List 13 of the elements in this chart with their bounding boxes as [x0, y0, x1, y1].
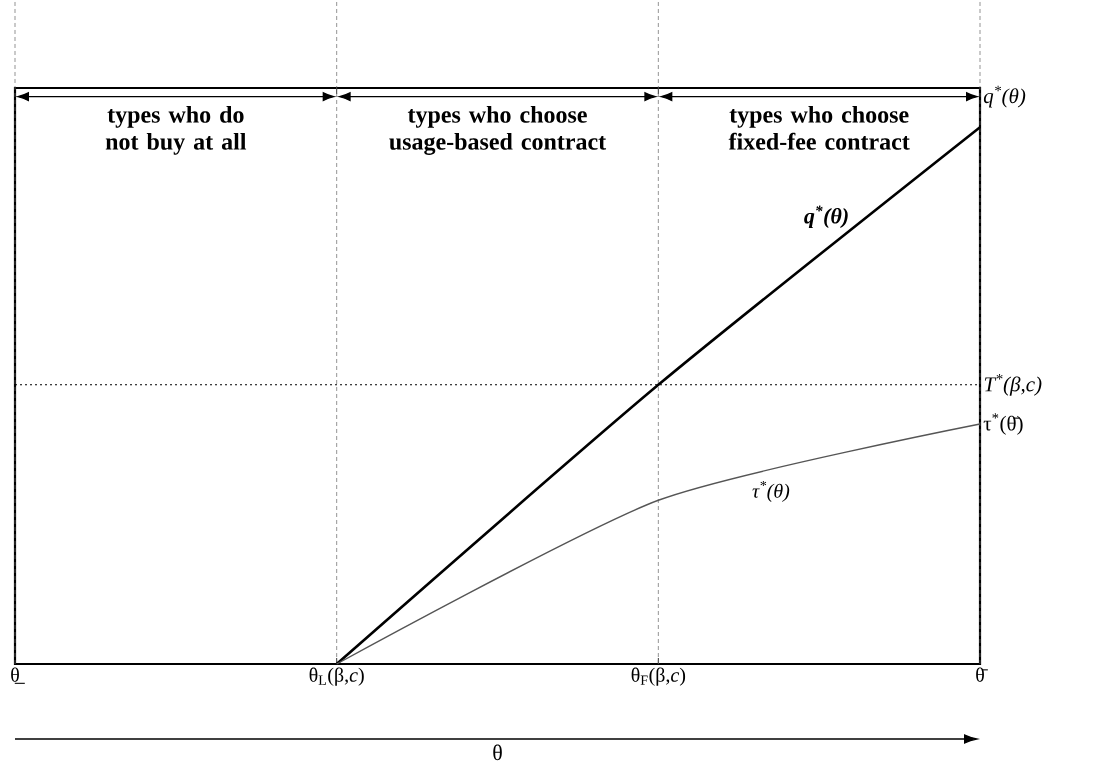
x-tick-label: θ$_{L}$(β,c) [309, 667, 364, 686]
x-tick-label: θ̲ [11, 667, 25, 684]
annotation: types who choose fixed-fee contract [728, 105, 910, 150]
series-label: τ$^{*}$(θ) [752, 480, 790, 502]
ref-line-label: T$^{*}$(β,c) [984, 374, 1042, 396]
series-label: q$^{*}$(θ) [804, 205, 848, 229]
x-tick-label: θ$_{F}$(β,c) [631, 667, 686, 686]
x-tick-label: θ̄ [976, 667, 988, 682]
annotation: τ$^{*}$(θ̄) [983, 413, 1023, 435]
x-axis-title: θ [493, 744, 502, 761]
annotation: types who do not buy at all [105, 105, 247, 155]
text: q$^{*}$(θ) [983, 85, 1026, 108]
annotation: types who choose usage-based contract [389, 105, 607, 155]
